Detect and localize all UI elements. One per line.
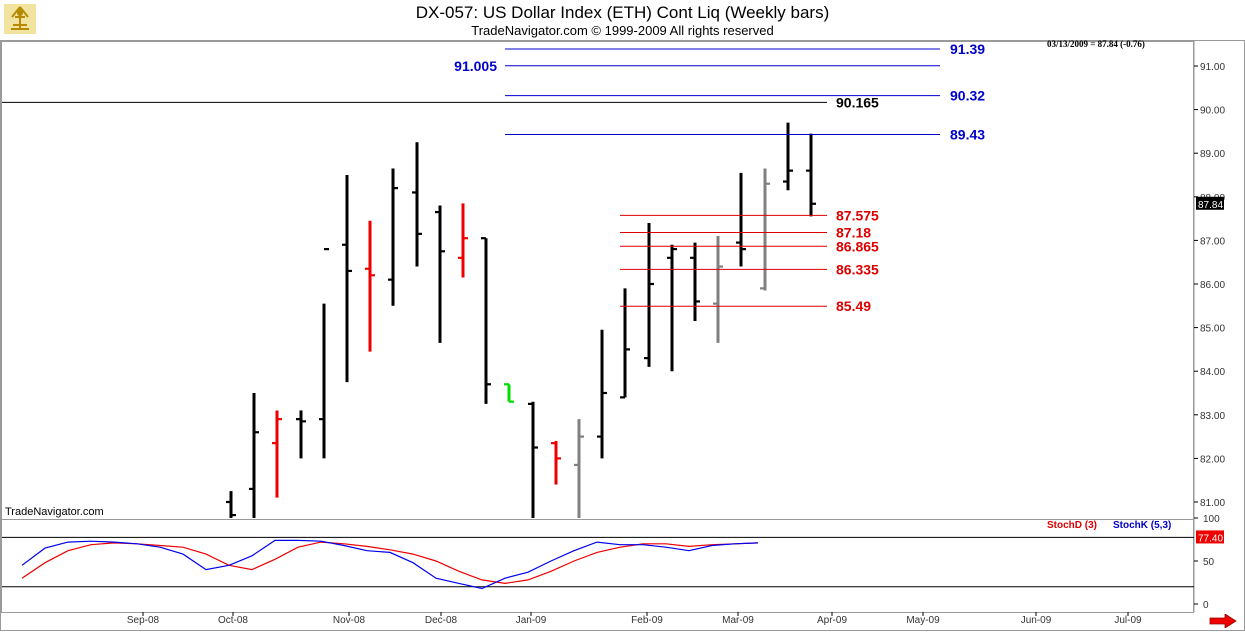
stoch-tick-label: 100 — [1203, 514, 1220, 525]
price-bar — [249, 393, 259, 518]
price-bar — [319, 248, 329, 459]
stoch-tag: 77.40 — [1196, 530, 1224, 544]
level-label: 86.335 — [836, 261, 879, 277]
y-tick-label: 82.00 — [1200, 454, 1225, 465]
price-bar — [667, 244, 677, 372]
price-bar — [504, 383, 514, 403]
y-tick-label: 85.00 — [1200, 324, 1225, 335]
level-label: 90.165 — [836, 94, 879, 110]
price-bar — [690, 242, 700, 322]
level-line: 91.39 — [505, 41, 985, 57]
price-bar — [760, 168, 770, 291]
price-bar — [388, 168, 398, 306]
price-bar — [620, 288, 630, 399]
level-label: 87.18 — [836, 225, 871, 241]
stoch-tag-bg — [1196, 530, 1224, 544]
scroll-right-arrow-icon[interactable] — [1209, 613, 1237, 629]
x-tick-label: Nov-08 — [333, 615, 366, 626]
y-tick-label: 87.00 — [1200, 236, 1225, 247]
level-line: 91.005 — [454, 58, 940, 74]
x-tick-label: Jun-09 — [1021, 615, 1052, 626]
price-bar — [783, 122, 793, 191]
x-tick-label: Sep-08 — [127, 615, 160, 626]
price-bar — [597, 329, 607, 459]
price-bar — [644, 222, 654, 367]
price-bar — [342, 175, 352, 383]
level-line: 87.18 — [620, 225, 871, 241]
watermark-label: TradeNavigator.com — [5, 506, 104, 518]
price-bar — [528, 401, 538, 518]
level-label: 90.32 — [950, 88, 985, 104]
level-label: 89.43 — [950, 126, 985, 142]
price-bar — [806, 133, 816, 217]
frame-border — [0, 40, 1245, 631]
stochk-legend: StochK (5,3) — [1113, 520, 1172, 531]
level-line: 87.575 — [620, 207, 879, 223]
level-line: 86.335 — [620, 261, 879, 277]
level-line: 90.32 — [505, 88, 985, 104]
price-tag-bg — [1196, 196, 1224, 210]
y-tick-label: 90.00 — [1200, 106, 1225, 117]
level-label: 91.005 — [454, 58, 497, 74]
x-tick-label: Mar-09 — [722, 615, 754, 626]
price-bar — [574, 419, 584, 518]
stochd-line — [21, 541, 759, 585]
chart-title: DX-057: US Dollar Index (ETH) Cont Liq (… — [415, 3, 830, 22]
x-tick-label: Feb-09 — [631, 615, 663, 626]
stoch-tag-label: 77.40 — [1198, 533, 1223, 544]
x-tick-label: Jul-09 — [1114, 615, 1142, 626]
stoch-tick-label: 50 — [1203, 557, 1215, 568]
price-tag-label: 87.84 — [1198, 200, 1223, 211]
price-bar — [272, 410, 282, 498]
price-bar — [551, 440, 561, 485]
price-bar — [713, 236, 723, 343]
x-tick-label: Oct-08 — [218, 615, 248, 626]
x-tick-label: May-09 — [906, 615, 940, 626]
x-tick-label: Jan-09 — [516, 615, 547, 626]
level-line: 86.865 — [620, 238, 879, 254]
ohlc-bars — [226, 122, 816, 518]
tradenavigator-logo — [3, 3, 37, 35]
copyright-text: TradeNavigator.com © 1999-2009 All right… — [471, 23, 774, 38]
level-label: 85.49 — [836, 298, 871, 314]
price-bar — [481, 237, 491, 404]
level-line: 85.49 — [620, 298, 871, 314]
level-label: 86.865 — [836, 238, 879, 254]
stoch-pane: 0 50 100 77.40 — [2, 514, 1224, 611]
level-line: 90.165 — [2, 94, 879, 110]
x-axis: Sep-08 Oct-08 Nov-08 Dec-08 Jan-09 Feb-09 Mar-… — [127, 612, 1142, 626]
price-pane: 81.0082.0083.0084.0085.0086.0087.0088.00… — [2, 41, 1225, 518]
price-bar — [736, 172, 746, 267]
price-pane-border — [1, 41, 1194, 520]
price-bar — [412, 142, 422, 267]
y-tick-label: 81.00 — [1200, 498, 1225, 509]
price-bar — [296, 410, 306, 459]
x-tick-label: Dec-08 — [425, 615, 458, 626]
stochd-legend: StochD (3) — [1047, 520, 1097, 531]
y-tick-label: 91.00 — [1200, 62, 1225, 73]
price-bar — [365, 220, 375, 352]
stochk-line — [21, 539, 759, 590]
price-bar — [435, 205, 445, 343]
x-tick-label: Apr-09 — [817, 615, 847, 626]
stoch-pane-border — [1, 519, 1194, 613]
y-tick-label: 84.00 — [1200, 367, 1225, 378]
price-tag: 87.84 — [1196, 196, 1224, 211]
level-label: 87.575 — [836, 207, 879, 223]
y-tick-label: 89.00 — [1200, 149, 1225, 160]
y-tick-label: 86.00 — [1200, 280, 1225, 291]
last-quote: 03/13/2009 = 87.84 (-0.76) — [1047, 39, 1145, 49]
y-tick-label: 83.00 — [1200, 411, 1225, 422]
price-bar — [458, 203, 468, 278]
stoch-tick-label: 0 — [1203, 600, 1209, 611]
price-bar — [226, 491, 236, 518]
level-line: 89.43 — [505, 126, 985, 142]
level-label: 91.39 — [950, 41, 985, 57]
